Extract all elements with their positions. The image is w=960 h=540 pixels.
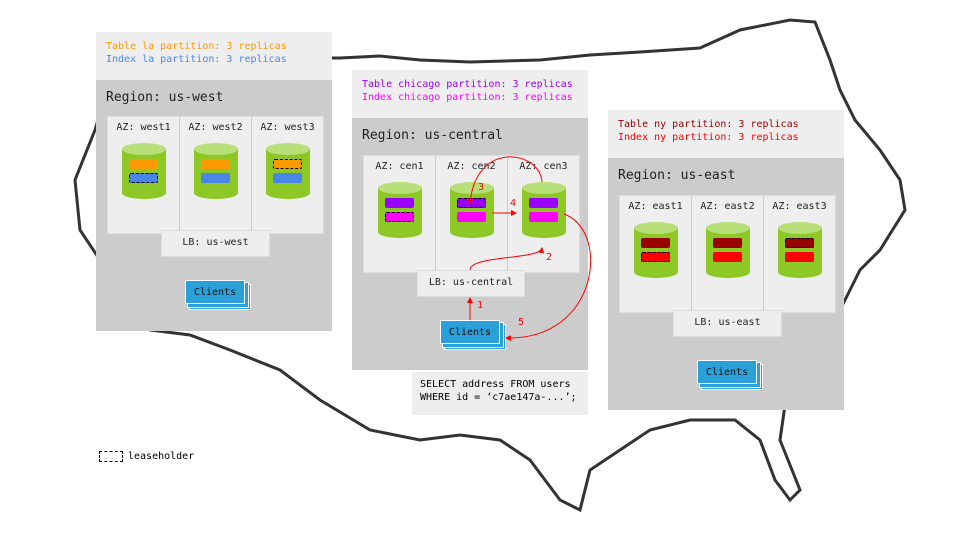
partition-info: Table ny partition: 3 replicas Index ny … bbox=[608, 110, 844, 158]
arrow-step-3 bbox=[467, 156, 543, 205]
az-cen2: AZ: cen2 bbox=[436, 156, 508, 272]
step-label: 5 bbox=[518, 317, 524, 328]
sql-query-box: SELECT address FROM users WHERE id = ‘c7… bbox=[412, 372, 588, 415]
az-label: AZ: east2 bbox=[700, 201, 755, 212]
index-replica-leaseholder bbox=[129, 173, 158, 183]
database-node-icon[interactable] bbox=[706, 222, 750, 284]
index-replica bbox=[273, 173, 302, 183]
arrow-step-5 bbox=[505, 213, 592, 342]
az-label: AZ: east1 bbox=[628, 201, 683, 212]
az-label: AZ: cen1 bbox=[375, 161, 424, 172]
az-west3: AZ: west3 bbox=[252, 117, 323, 233]
step-label: 3 bbox=[478, 182, 484, 193]
partition-info: Table la partition: 3 replicas Index la … bbox=[96, 32, 332, 80]
index-replica-leaseholder bbox=[385, 212, 414, 222]
az-west2: AZ: west2 bbox=[180, 117, 252, 233]
clients-label: Clients bbox=[697, 360, 757, 384]
index-replica bbox=[713, 252, 742, 262]
table-replica-leaseholder bbox=[273, 159, 302, 169]
database-node-icon[interactable] bbox=[194, 143, 238, 205]
clients-label: Clients bbox=[185, 280, 245, 304]
az-east1: AZ: east1 bbox=[620, 196, 692, 312]
table-partition-text: Table la partition: 3 replicas bbox=[106, 41, 287, 52]
region-panel-us-east: Table ny partition: 3 replicas Index ny … bbox=[608, 110, 844, 410]
table-replica bbox=[129, 159, 158, 169]
load-balancer[interactable]: LB: us-west bbox=[161, 230, 270, 257]
sql-line: WHERE id = ‘c7ae147a-...’; bbox=[420, 392, 577, 403]
load-balancer[interactable]: LB: us-east bbox=[673, 310, 782, 337]
clients-button[interactable]: Clients bbox=[440, 320, 506, 350]
legend-label: leaseholder bbox=[128, 451, 195, 462]
table-replica-leaseholder bbox=[785, 238, 814, 248]
table-replica bbox=[713, 238, 742, 248]
az-label: AZ: cen3 bbox=[519, 161, 568, 172]
database-node-icon[interactable] bbox=[634, 222, 678, 284]
table-replica bbox=[529, 198, 558, 208]
step-label: 2 bbox=[546, 252, 552, 263]
legend: leaseholder bbox=[99, 451, 194, 462]
az-label: AZ: west1 bbox=[116, 122, 171, 133]
clients-button[interactable]: Clients bbox=[185, 280, 251, 310]
table-replica bbox=[641, 238, 670, 248]
index-replica-leaseholder bbox=[641, 252, 670, 262]
region-title: Region: us-central bbox=[362, 128, 503, 143]
az-label: AZ: west3 bbox=[260, 122, 315, 133]
az-label: AZ: cen2 bbox=[447, 161, 496, 172]
clients-button[interactable]: Clients bbox=[697, 360, 763, 390]
table-replica bbox=[201, 159, 230, 169]
database-node-icon[interactable] bbox=[450, 182, 494, 244]
az-group: AZ: east1 AZ: east2 AZ: east3 bbox=[619, 195, 836, 313]
step-label: 4 bbox=[510, 198, 516, 209]
az-east3: AZ: east3 bbox=[764, 196, 835, 312]
az-label: AZ: east3 bbox=[772, 201, 827, 212]
region-panel-us-west: Table la partition: 3 replicas Index la … bbox=[96, 32, 332, 331]
database-node-icon[interactable] bbox=[522, 182, 566, 244]
database-node-icon[interactable] bbox=[266, 143, 310, 205]
az-east2: AZ: east2 bbox=[692, 196, 764, 312]
az-west1: AZ: west1 bbox=[108, 117, 180, 233]
region-title: Region: us-east bbox=[618, 168, 736, 183]
az-group: AZ: west1 AZ: west2 AZ: west3 bbox=[107, 116, 324, 234]
index-replica bbox=[457, 212, 486, 222]
arrow-step-2 bbox=[469, 247, 545, 271]
az-cen3: AZ: cen3 bbox=[508, 156, 579, 272]
partition-info: Table chicago partition: 3 replicas Inde… bbox=[352, 70, 588, 118]
index-partition-text: Index ny partition: 3 replicas bbox=[618, 132, 799, 143]
database-node-icon[interactable] bbox=[378, 182, 422, 244]
table-partition-text: Table chicago partition: 3 replicas bbox=[362, 79, 573, 90]
table-replica bbox=[385, 198, 414, 208]
table-partition-text: Table ny partition: 3 replicas bbox=[618, 119, 799, 130]
region-title: Region: us-west bbox=[106, 90, 224, 105]
sql-line: SELECT address FROM users bbox=[420, 379, 571, 390]
leaseholder-legend-icon bbox=[99, 451, 123, 462]
az-cen1: AZ: cen1 bbox=[364, 156, 436, 272]
index-partition-text: Index chicago partition: 3 replicas bbox=[362, 92, 573, 103]
index-replica bbox=[201, 173, 230, 183]
database-node-icon[interactable] bbox=[122, 143, 166, 205]
index-replica bbox=[529, 212, 558, 222]
index-partition-text: Index la partition: 3 replicas bbox=[106, 54, 287, 65]
clients-label: Clients bbox=[440, 320, 500, 344]
index-replica bbox=[785, 252, 814, 262]
az-label: AZ: west2 bbox=[188, 122, 243, 133]
load-balancer[interactable]: LB: us-central bbox=[417, 270, 525, 297]
step-label: 1 bbox=[477, 300, 483, 311]
database-node-icon[interactable] bbox=[778, 222, 822, 284]
